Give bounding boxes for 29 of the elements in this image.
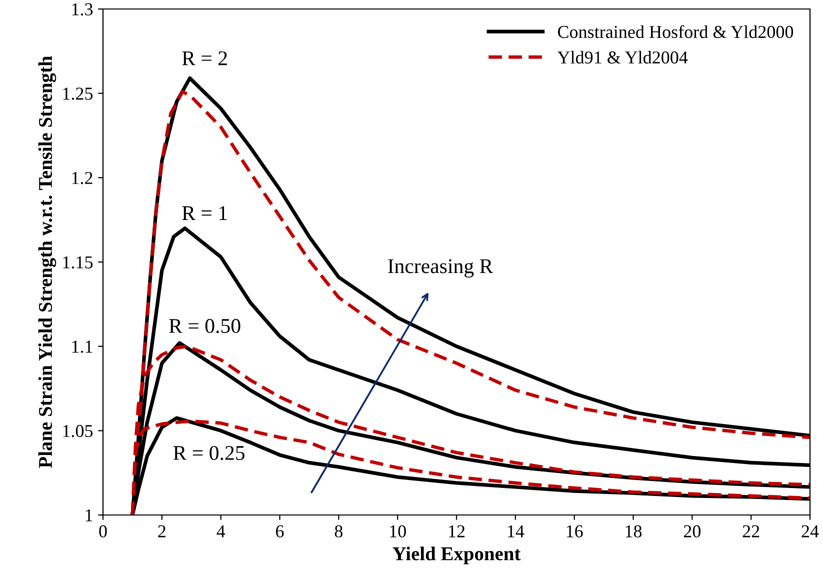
- x-tick-label: 8: [334, 525, 342, 538]
- x-axis-title: Yield Exponent: [392, 546, 521, 564]
- legend-label: Constrained Hosford & Yld2000: [558, 25, 794, 38]
- legend-label: Yld91 & Yld2004: [557, 50, 688, 64]
- y-tick-label: 1.25: [63, 88, 93, 100]
- x-tick-label: 18: [626, 525, 642, 538]
- x-tick-label: 16: [566, 525, 583, 538]
- annotation: R = 0.50: [169, 318, 240, 334]
- x-tick-label: 0: [99, 525, 107, 538]
- y-tick-label: 1.15: [63, 256, 93, 269]
- x-tick-label: 10: [390, 525, 406, 538]
- y-tick-label: 1.2: [72, 172, 92, 184]
- x-tick-label: 4: [216, 525, 226, 538]
- annotation: R = 2: [182, 51, 227, 66]
- x-tick-label: 22: [742, 525, 760, 538]
- y-tick-label: 1.1: [72, 340, 92, 353]
- annotation: R = 0.25: [173, 446, 244, 460]
- x-tick-label: 2: [158, 525, 166, 538]
- y-tick-label: 1.3: [72, 3, 93, 16]
- y-tick-label: 1: [86, 509, 92, 522]
- x-tick-label: 12: [449, 525, 465, 538]
- y-axis-title: Plane Strain Yield Strength w.r.t. Tensile Strength: [38, 56, 56, 468]
- x-tick-label: 20: [684, 525, 701, 538]
- y-tick-label: 1.05: [63, 424, 93, 438]
- x-tick-label: 24: [802, 525, 819, 538]
- annotation: R = 1: [182, 206, 227, 220]
- x-tick-label: 14: [508, 525, 524, 538]
- x-tick-label: 6: [276, 525, 284, 538]
- annotation: Increasing R: [388, 259, 494, 278]
